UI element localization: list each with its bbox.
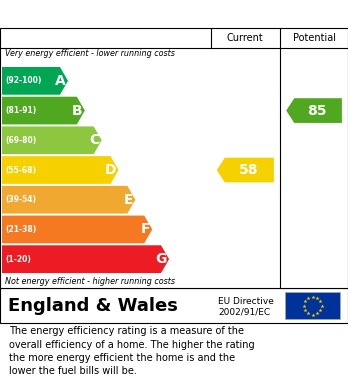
- Polygon shape: [2, 215, 152, 243]
- Text: England & Wales: England & Wales: [8, 297, 178, 315]
- Text: Not energy efficient - higher running costs: Not energy efficient - higher running co…: [5, 276, 175, 285]
- Text: 85: 85: [307, 104, 327, 118]
- Text: EU Directive: EU Directive: [218, 296, 274, 305]
- Text: The energy efficiency rating is a measure of the
overall efficiency of a home. T: The energy efficiency rating is a measur…: [9, 326, 254, 376]
- Text: (69-80): (69-80): [5, 136, 36, 145]
- Polygon shape: [2, 186, 135, 213]
- Text: (21-38): (21-38): [5, 225, 36, 234]
- Polygon shape: [2, 245, 169, 273]
- Text: Potential: Potential: [293, 33, 335, 43]
- Polygon shape: [217, 158, 274, 182]
- Text: F: F: [141, 222, 150, 237]
- Text: (81-91): (81-91): [5, 106, 36, 115]
- Text: (92-100): (92-100): [5, 76, 41, 85]
- Text: Very energy efficient - lower running costs: Very energy efficient - lower running co…: [5, 50, 175, 59]
- Polygon shape: [2, 126, 102, 154]
- Text: (55-68): (55-68): [5, 165, 36, 174]
- Text: D: D: [105, 163, 117, 177]
- Text: (1-20): (1-20): [5, 255, 31, 264]
- Text: B: B: [72, 104, 83, 118]
- Text: C: C: [89, 133, 100, 147]
- Text: G: G: [156, 252, 167, 266]
- Polygon shape: [2, 156, 119, 184]
- Polygon shape: [2, 67, 68, 95]
- Text: 2002/91/EC: 2002/91/EC: [218, 307, 270, 316]
- Text: A: A: [55, 74, 66, 88]
- Text: 58: 58: [239, 163, 258, 177]
- Text: Energy Efficiency Rating: Energy Efficiency Rating: [9, 7, 211, 22]
- Text: (39-54): (39-54): [5, 195, 36, 204]
- Polygon shape: [286, 98, 342, 123]
- Text: E: E: [124, 193, 133, 207]
- Bar: [285, 292, 340, 319]
- Text: Current: Current: [227, 33, 264, 43]
- Polygon shape: [2, 97, 85, 124]
